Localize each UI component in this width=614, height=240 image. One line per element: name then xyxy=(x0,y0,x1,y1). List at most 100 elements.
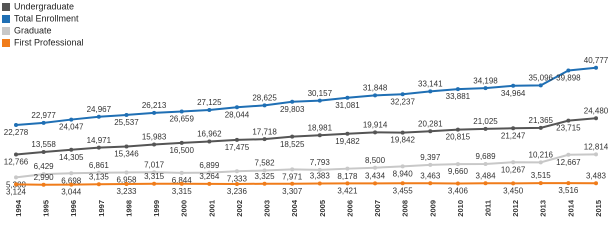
point xyxy=(373,130,378,135)
data-label: 3,434 xyxy=(365,171,386,180)
point xyxy=(483,126,488,131)
data-label: 21,025 xyxy=(473,117,498,126)
data-label: 6,958 xyxy=(116,176,137,185)
point xyxy=(373,93,378,98)
data-label: 23,715 xyxy=(556,124,581,133)
point xyxy=(41,120,46,125)
data-label: 24,480 xyxy=(584,106,609,115)
point xyxy=(317,133,322,138)
data-label: 3,406 xyxy=(448,187,469,196)
data-label: 7,971 xyxy=(282,172,303,181)
point xyxy=(483,181,488,186)
data-label: 3,484 xyxy=(476,171,497,180)
data-label: 8,500 xyxy=(365,156,386,165)
data-label: 6,844 xyxy=(172,176,193,185)
point xyxy=(455,87,460,92)
data-label: 3,264 xyxy=(199,172,220,181)
point xyxy=(594,181,598,186)
point xyxy=(455,127,460,132)
point xyxy=(428,89,433,94)
point xyxy=(566,68,571,73)
data-label: 10,267 xyxy=(501,165,526,174)
point xyxy=(234,137,239,142)
data-label: 22,278 xyxy=(4,128,29,137)
point xyxy=(455,181,460,186)
point xyxy=(124,144,129,149)
data-label: 6,698 xyxy=(61,176,82,185)
data-label: 3,516 xyxy=(558,186,579,195)
point xyxy=(96,114,101,119)
data-label: 3,463 xyxy=(420,171,441,180)
data-label: 33,881 xyxy=(446,92,471,101)
data-label: 3,325 xyxy=(255,172,276,181)
point xyxy=(290,181,295,186)
point xyxy=(483,86,488,91)
point xyxy=(428,162,433,167)
x-tick-label: 2002 xyxy=(235,200,244,217)
data-label: 3,383 xyxy=(310,172,331,181)
point xyxy=(317,181,322,186)
point xyxy=(179,170,184,175)
point xyxy=(41,182,46,187)
x-tick-label: 2014 xyxy=(566,199,575,217)
data-label: 10,216 xyxy=(529,150,554,159)
x-tick-label: 2012 xyxy=(511,200,520,217)
data-label: 12,766 xyxy=(4,158,29,167)
point xyxy=(69,147,74,152)
data-label: 14,305 xyxy=(59,153,84,162)
data-label: 3,236 xyxy=(227,187,248,196)
point xyxy=(290,134,295,139)
point xyxy=(262,103,267,108)
point xyxy=(290,167,295,172)
point xyxy=(345,181,350,186)
point xyxy=(69,171,74,176)
point xyxy=(594,65,598,70)
data-label: 40,777 xyxy=(584,56,609,65)
data-label: 8,940 xyxy=(393,169,414,178)
legend-label: First Professional xyxy=(14,37,84,47)
point xyxy=(234,105,239,110)
x-tick-label: 1995 xyxy=(42,200,51,217)
point xyxy=(262,137,267,142)
point xyxy=(69,182,74,187)
x-tick-label: 1999 xyxy=(152,200,161,217)
legend-swatch xyxy=(2,3,10,11)
point xyxy=(96,170,101,175)
point xyxy=(179,109,184,114)
x-tick-label: 2005 xyxy=(318,200,327,217)
point xyxy=(345,166,350,171)
point xyxy=(207,139,212,144)
data-label: 20,281 xyxy=(418,119,443,128)
point xyxy=(511,83,516,88)
data-label: 19,842 xyxy=(390,136,415,145)
data-label: 13,558 xyxy=(31,140,56,149)
x-tick-label: 2001 xyxy=(207,200,216,217)
point xyxy=(483,162,488,167)
point xyxy=(400,130,405,135)
data-label: 34,964 xyxy=(501,89,526,98)
data-label: 26,659 xyxy=(169,115,194,124)
data-label: 12,667 xyxy=(556,158,581,167)
data-label: 12,814 xyxy=(584,142,609,151)
legend-swatch xyxy=(2,39,10,47)
data-label: 2,990 xyxy=(34,173,55,182)
point xyxy=(400,92,405,97)
point xyxy=(152,142,157,147)
x-tick-label: 1994 xyxy=(14,199,23,217)
point xyxy=(511,160,516,165)
point xyxy=(207,181,212,186)
x-tick-label: 2011 xyxy=(484,200,493,216)
data-label: 24,047 xyxy=(59,123,84,132)
data-label: 9,689 xyxy=(476,152,497,161)
point xyxy=(538,83,543,88)
data-label: 8,178 xyxy=(337,172,358,181)
x-tick-label: 1997 xyxy=(97,200,106,217)
point xyxy=(41,172,46,177)
point xyxy=(152,110,157,115)
x-tick-label: 2013 xyxy=(539,200,548,217)
data-label: 18,525 xyxy=(280,140,305,149)
data-label: 30,157 xyxy=(308,89,333,98)
point xyxy=(179,181,184,186)
data-label: 28,625 xyxy=(252,94,277,103)
data-label: 16,500 xyxy=(169,146,194,155)
